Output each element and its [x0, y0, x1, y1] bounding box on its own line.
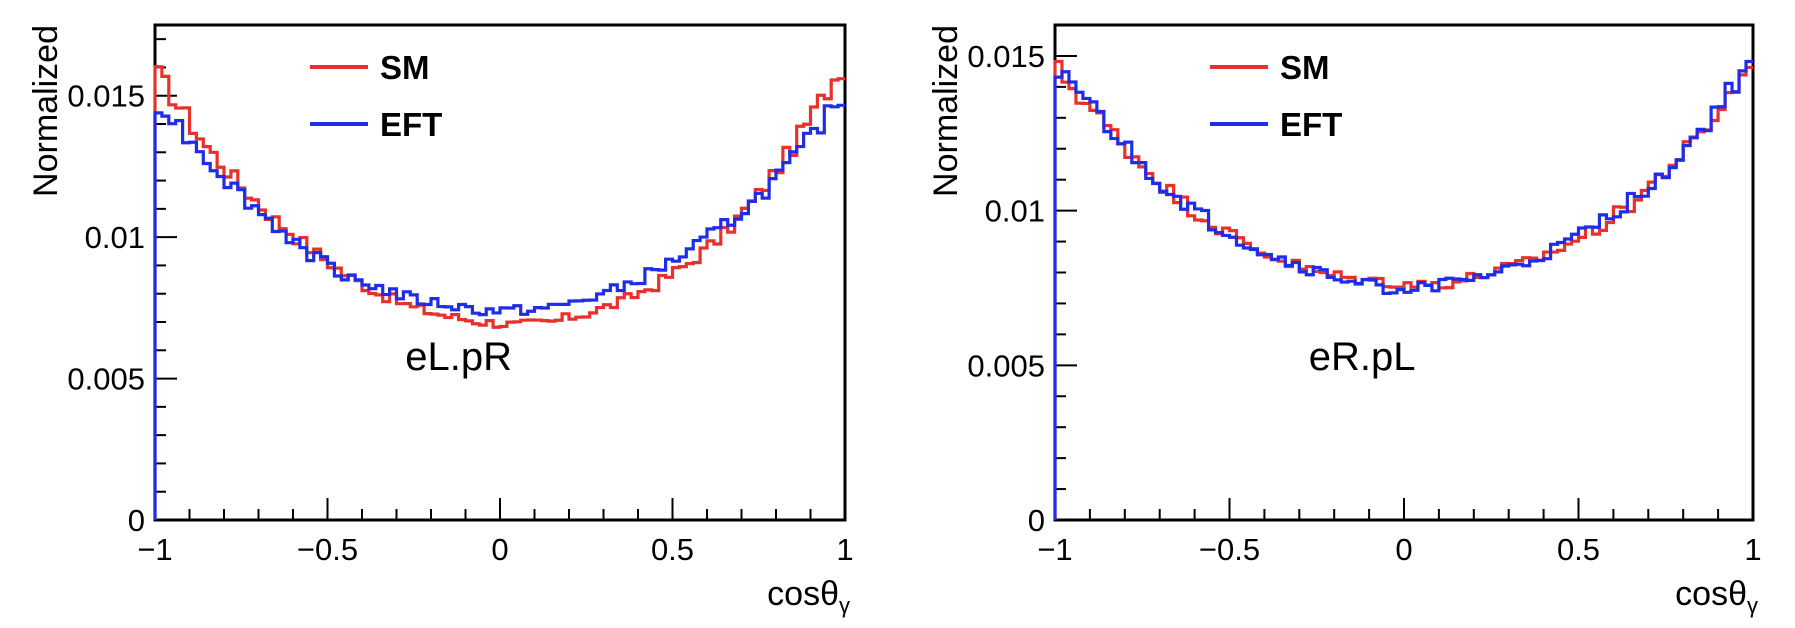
x-tick-label-left: −0.5 [297, 532, 358, 567]
plot-frame-left [153, 23, 847, 522]
histogram-eft-right [1053, 59, 1753, 520]
x-axis-title-left: cosθγ [767, 575, 850, 618]
x-axis-title-right: cosθγ [1675, 575, 1758, 618]
y-tick-label-left: 0.005 [67, 362, 145, 397]
x-tick-label-right: 0.5 [1557, 532, 1600, 567]
y-tick-label-left: 0.015 [67, 79, 145, 114]
legend-label-sm-left: SM [380, 49, 430, 86]
y-tick-label-right: 0.005 [967, 348, 1045, 383]
chart-panel-right: −1 −0.5 0 0.5 1 0 0.005 0.01 0.015 Normalized cosθ… [900, 0, 1795, 628]
y-tick-label-right: 0.01 [985, 194, 1045, 229]
x-tick-label-left: 0 [491, 532, 508, 567]
histogram-sm-right [1053, 59, 1753, 520]
chart-panel-left: −1 −0.5 0 0.5 1 0 0.005 0.01 0.015 Normalized cosθ… [27, 23, 854, 618]
x-tick-label-right: −1 [1037, 532, 1072, 567]
x-tick-label-right: 1 [1744, 532, 1761, 567]
y-tick-label-right: 0.015 [967, 39, 1045, 74]
y-axis-title-left: Normalized [27, 25, 65, 197]
legend-label-eft-right: EFT [1280, 106, 1342, 143]
annotation-left: eL.pR [405, 335, 512, 379]
y-tick-label-right: 0 [1028, 503, 1045, 538]
y-tick-label-left: 0 [128, 503, 145, 538]
legend-label-eft-left: EFT [380, 106, 442, 143]
x-tick-label-left: −1 [137, 532, 172, 567]
plot-frame-right [1053, 23, 1755, 522]
x-tick-label-left: 1 [836, 532, 853, 567]
x-axis-title-main-left: cosθ [767, 575, 839, 613]
x-tick-label-right: −0.5 [1199, 532, 1260, 567]
histogram-eft-left [153, 103, 845, 520]
y-axis-title-right: Normalized [927, 25, 965, 197]
histogram-sm-left [153, 65, 845, 520]
y-tick-label-left: 0.01 [85, 220, 145, 255]
x-axis-title-main-right: cosθ [1675, 575, 1747, 613]
legend-label-sm-right: SM [1280, 49, 1330, 86]
x-axis-title-sub-left: γ [839, 593, 850, 618]
annotation-right: eR.pL [1309, 335, 1416, 379]
x-tick-label-right: 0 [1395, 532, 1412, 567]
x-axis-title-sub-right: γ [1747, 593, 1758, 618]
x-tick-label-left: 0.5 [651, 532, 694, 567]
